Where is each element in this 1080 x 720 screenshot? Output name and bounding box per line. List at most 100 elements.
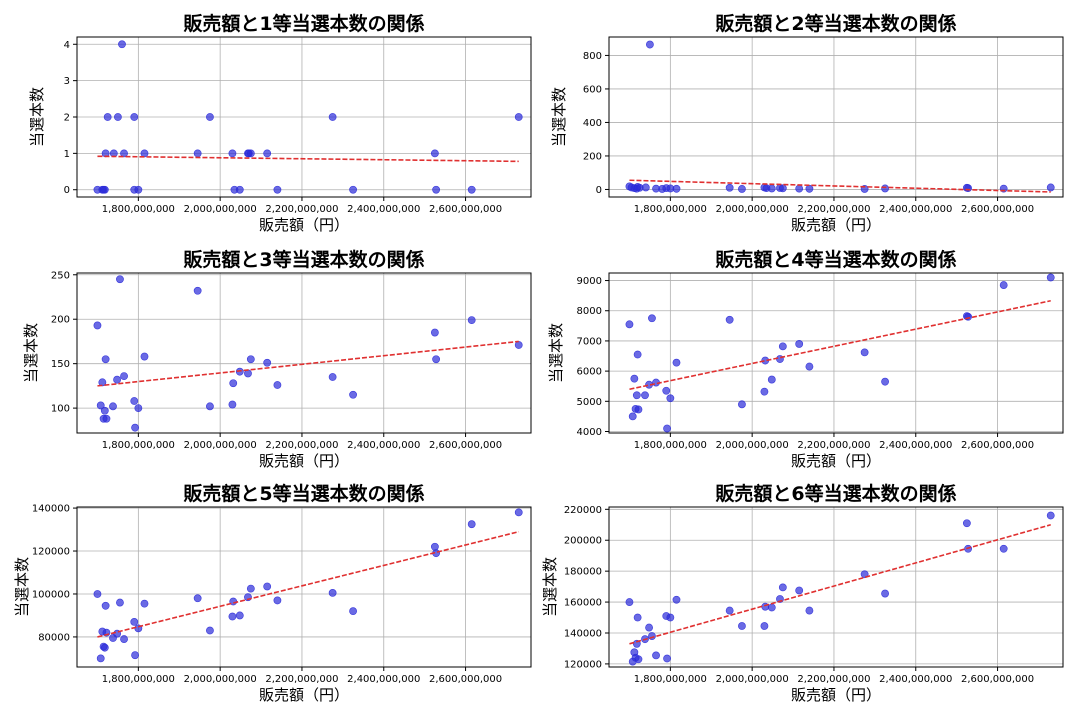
trend-line (629, 299, 1051, 391)
data-point (193, 149, 202, 158)
data-point (672, 595, 681, 604)
data-point (228, 400, 237, 409)
y-axis-label: 当選本数 (550, 87, 568, 147)
data-point (738, 400, 746, 409)
data-point (93, 321, 102, 330)
x-tick-label: 1,800,000,000 (102, 674, 175, 685)
plot-frame (76, 506, 532, 668)
data-point (273, 185, 282, 194)
data-point (102, 414, 111, 423)
data-point (634, 655, 643, 664)
y-tick-label: 150 (51, 359, 70, 370)
data-point (100, 643, 109, 652)
data-point (430, 328, 439, 337)
data-point (140, 352, 149, 361)
y-tick-label: 4 (64, 40, 70, 51)
data-point (725, 315, 734, 324)
data-point (1046, 183, 1055, 192)
data-point (206, 113, 214, 121)
y-axis-label: 当選本数 (547, 323, 565, 383)
x-tick-label: 2,400,000,000 (347, 204, 420, 215)
data-point (140, 149, 149, 158)
trend-line (97, 340, 519, 387)
trend-line (97, 530, 519, 638)
y-tick-label: 0 (596, 185, 602, 196)
x-tick-label: 2,600,000,000 (961, 204, 1034, 215)
x-tick-label: 2,600,000,000 (429, 204, 502, 215)
data-point (778, 184, 787, 193)
trend-line (97, 155, 519, 163)
y-tick-label: 6000 (577, 367, 602, 378)
data-point (628, 412, 637, 421)
y-tick-label: 200 (51, 315, 70, 326)
data-point (96, 654, 105, 663)
y-tick-label: 800 (583, 51, 602, 62)
y-axis-label: 当選本数 (28, 87, 46, 147)
data-point (349, 607, 357, 616)
data-point (767, 184, 776, 193)
y-tick-label: 9000 (577, 276, 602, 287)
data-point (633, 350, 642, 359)
y-tick-label: 2 (64, 113, 70, 124)
data-point (962, 519, 971, 528)
data-point (514, 508, 523, 517)
data-point (467, 520, 476, 529)
chart-panel-6: 1,800,000,000 2,000,000,000 2,200,000,000 2… (541, 482, 1064, 704)
data-point (100, 185, 109, 194)
data-point (101, 601, 110, 610)
data-point (328, 589, 337, 597)
data-point (641, 183, 650, 192)
x-axis-label: 販売額（円） (791, 216, 881, 234)
data-point (228, 612, 237, 621)
x-tick-label: 2,400,000,000 (879, 674, 952, 685)
x-tick-label: 2,200,000,000 (265, 204, 338, 215)
y-tick-label: 200 (583, 151, 602, 162)
data-point (860, 348, 869, 357)
x-tick-label: 2,600,000,000 (961, 674, 1034, 685)
x-tick-label: 2,000,000,000 (716, 674, 789, 685)
data-point (805, 362, 814, 371)
x-tick-label: 1,800,000,000 (634, 440, 707, 451)
y-tick-label: 140000 (32, 504, 70, 515)
x-tick-label: 1,800,000,000 (102, 204, 175, 215)
data-point (432, 185, 441, 194)
data-point (134, 185, 143, 194)
trend-line (629, 179, 1051, 193)
data-point (130, 113, 139, 121)
data-point (795, 586, 804, 595)
data-point (193, 594, 202, 603)
y-tick-label: 120000 (564, 659, 602, 670)
y-tick-label: 180000 (564, 567, 602, 578)
data-point (467, 185, 476, 194)
data-point (120, 372, 128, 381)
data-point (113, 375, 121, 384)
data-point (118, 40, 126, 49)
data-point (430, 542, 439, 551)
data-point (116, 598, 124, 607)
y-tick-label: 0 (64, 185, 70, 196)
data-point (109, 402, 117, 411)
chart-title: 販売額と3等当選本数の関係 (183, 248, 424, 271)
data-point (140, 599, 149, 608)
chart-panel-3: 1,800,000,000 2,000,000,000 2,200,000,000 2… (22, 248, 532, 470)
y-axis-label: 当選本数 (13, 557, 31, 617)
data-point (666, 394, 675, 403)
data-point (120, 149, 128, 158)
data-point (328, 113, 337, 121)
data-point (633, 613, 642, 622)
data-point (273, 596, 282, 605)
data-point (672, 358, 681, 367)
plot-frame (76, 272, 532, 434)
data-point (999, 544, 1008, 553)
data-point (648, 314, 656, 323)
data-point (964, 184, 973, 193)
data-point (663, 424, 671, 433)
data-point (672, 184, 681, 193)
data-point (467, 316, 476, 325)
y-axis-label: 当選本数 (541, 557, 559, 617)
data-point (881, 184, 889, 193)
x-tick-label: 1,800,000,000 (102, 440, 175, 451)
y-tick-label: 1 (64, 149, 70, 160)
data-point (648, 632, 656, 640)
data-point (328, 373, 337, 381)
